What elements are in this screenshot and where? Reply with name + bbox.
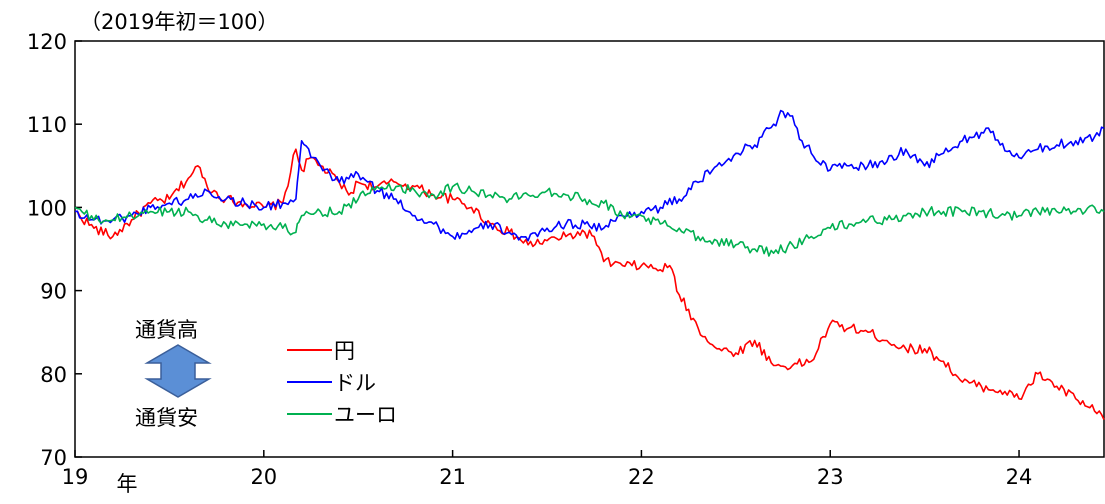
series-layer <box>74 109 1105 420</box>
series-line-2 <box>74 182 1105 257</box>
plot-frame <box>74 40 1105 458</box>
unit-note: （2019年初＝100） <box>80 10 279 34</box>
tick-labels: 70 80 90 100 110 120 19 20 21 22 23 24 年 <box>27 30 1032 496</box>
y-tick-label: 120 <box>27 30 67 54</box>
x-unit-label: 年 <box>117 472 138 496</box>
y-tick-label: 80 <box>40 363 67 387</box>
y-tick-label: 70 <box>40 446 67 470</box>
currency-strong-label: 通貨高 <box>135 318 198 342</box>
x-tick-label: 24 <box>1006 465 1033 489</box>
x-tick-label: 20 <box>250 465 277 489</box>
y-tick-label: 90 <box>40 280 67 304</box>
y-tick-label: 100 <box>27 196 67 220</box>
x-tick-label: 21 <box>439 465 466 489</box>
axes <box>74 40 1105 458</box>
double-arrow-icon <box>144 344 212 398</box>
x-tick-label: 19 <box>62 465 89 489</box>
x-tick-label: 23 <box>817 465 844 489</box>
series-line-0 <box>74 148 1105 420</box>
legend-label: ドル <box>334 371 376 395</box>
currency-weak-label: 通貨安 <box>135 406 198 430</box>
y-tick-label: 110 <box>27 113 67 137</box>
x-tick-label: 22 <box>628 465 655 489</box>
legend-label: 円 <box>334 339 355 363</box>
series-line-1 <box>74 109 1105 242</box>
legend-label: ユーロ <box>334 403 397 427</box>
